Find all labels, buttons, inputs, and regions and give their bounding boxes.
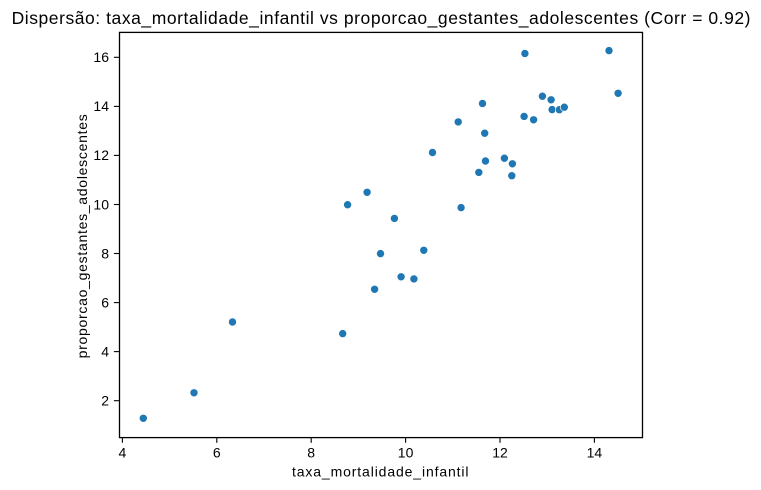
svg-text:4: 4 (119, 444, 127, 460)
svg-text:12: 12 (492, 444, 508, 460)
svg-text:6: 6 (101, 294, 109, 310)
svg-text:14: 14 (587, 444, 603, 460)
svg-text:Dispersão: taxa_mortalidade_in: Dispersão: taxa_mortalidade_infantil vs … (12, 8, 751, 29)
svg-text:10: 10 (398, 444, 414, 460)
svg-text:14: 14 (93, 98, 109, 114)
svg-text:6: 6 (213, 444, 221, 460)
svg-text:16: 16 (93, 49, 109, 65)
svg-text:taxa_mortalidade_infantil: taxa_mortalidade_infantil (292, 464, 469, 480)
svg-text:4: 4 (101, 343, 109, 359)
svg-text:proporcao_gestantes_adolescent: proporcao_gestantes_adolescentes (74, 114, 90, 359)
svg-text:8: 8 (307, 444, 315, 460)
svg-text:2: 2 (101, 393, 109, 409)
svg-text:12: 12 (93, 147, 109, 163)
svg-text:8: 8 (101, 245, 109, 261)
svg-text:10: 10 (93, 196, 109, 212)
